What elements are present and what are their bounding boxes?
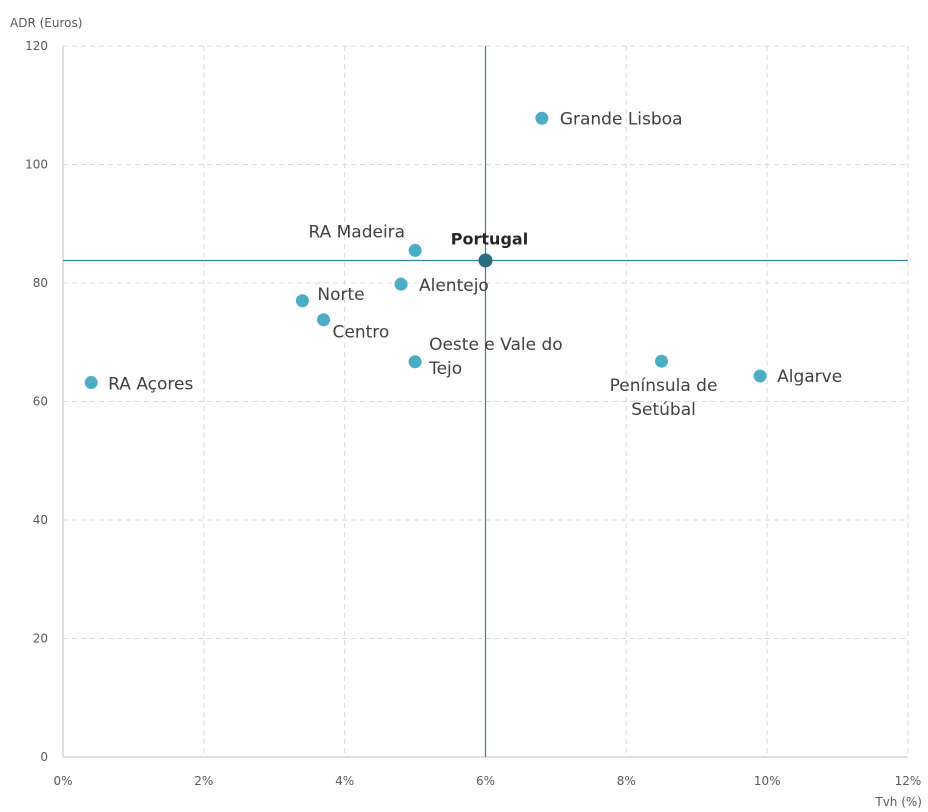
data-label: Península de Setúbal xyxy=(610,376,718,420)
data-points xyxy=(84,111,767,390)
y-axis-title: ADR (Euros) xyxy=(10,16,82,30)
data-point xyxy=(408,243,422,257)
x-axis-title: Tvh (%) xyxy=(874,795,922,809)
y-tick-label: 80 xyxy=(33,276,48,290)
x-tick-label: 6% xyxy=(476,774,495,788)
data-point xyxy=(535,111,549,125)
data-point xyxy=(317,313,331,327)
data-label: Algarve xyxy=(777,367,842,387)
data-label: Centro xyxy=(333,323,390,343)
y-tick-label: 20 xyxy=(33,632,48,646)
y-tick-label: 120 xyxy=(25,39,48,53)
data-label: Norte xyxy=(317,285,364,305)
data-label: RA Madeira xyxy=(308,222,405,242)
x-tick-label: 8% xyxy=(617,774,636,788)
data-label: Grande Lisboa xyxy=(560,109,683,129)
tick-labels: 0% 2% 4% 6% 8% 10% 12% 0 20 40 60 80 100 120 xyxy=(25,39,921,788)
data-point xyxy=(478,253,493,268)
data-label: RA Açores xyxy=(108,375,193,395)
y-tick-label: 60 xyxy=(33,395,48,409)
x-tick-label: 12% xyxy=(895,774,922,788)
data-point xyxy=(84,376,98,390)
point-labels: Portugal Grande Lisboa RA Madeira Alentejo N… xyxy=(108,109,842,420)
data-point xyxy=(655,354,669,368)
x-tick-label: 10% xyxy=(754,774,781,788)
grid xyxy=(63,45,909,757)
data-point xyxy=(394,277,408,291)
data-label: Alentejo xyxy=(419,276,489,296)
y-tick-label: 100 xyxy=(25,158,48,172)
x-tick-label: 0% xyxy=(53,774,72,788)
data-label: Portugal xyxy=(451,229,528,248)
y-tick-label: 0 xyxy=(40,750,48,764)
x-tick-label: 2% xyxy=(194,774,213,788)
x-tick-label: 4% xyxy=(335,774,354,788)
y-tick-label: 40 xyxy=(33,513,48,527)
data-point xyxy=(295,294,309,308)
data-point xyxy=(753,369,767,383)
data-point xyxy=(408,355,422,369)
data-label: Oeste e Vale do Tejo xyxy=(428,335,563,379)
